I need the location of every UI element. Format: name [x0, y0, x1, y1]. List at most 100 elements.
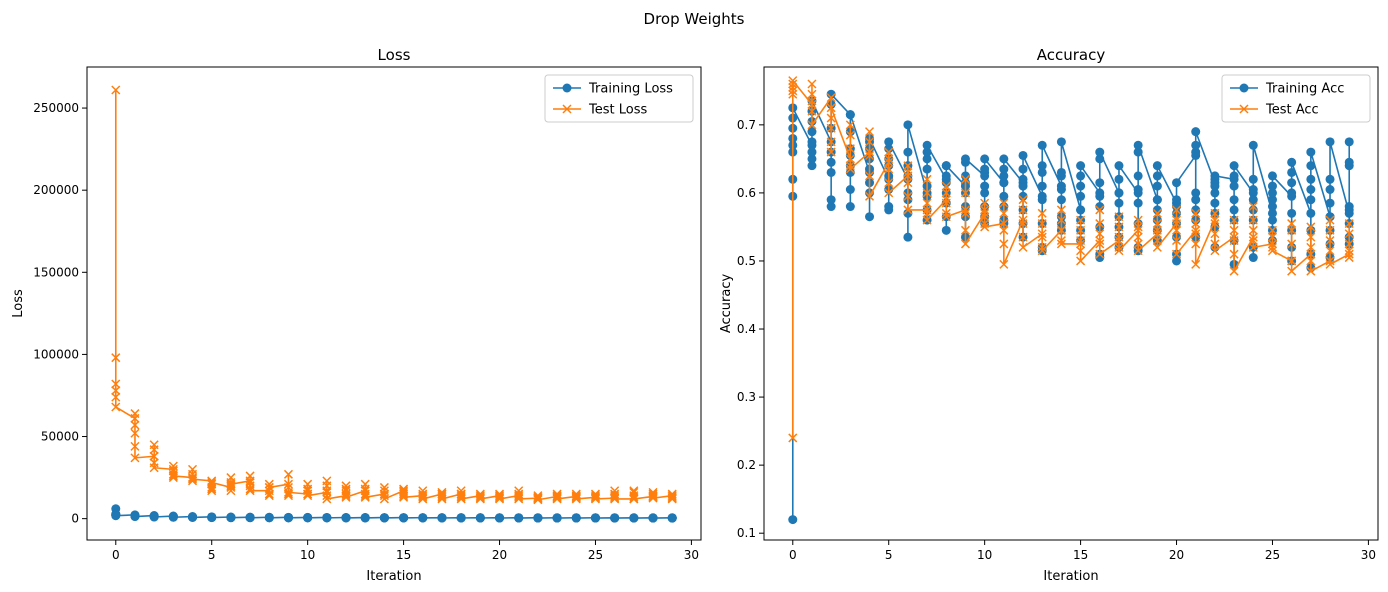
data-point [903, 208, 913, 218]
legend-label: Test Acc [1265, 103, 1319, 118]
data-point [629, 492, 639, 502]
data-point [980, 208, 990, 218]
data-point [456, 491, 466, 501]
data-point [168, 469, 178, 479]
x-tick-label: 10 [300, 548, 315, 562]
data-point [999, 208, 1009, 218]
data-point [1325, 259, 1335, 269]
data-point [149, 512, 159, 522]
data-point [1325, 215, 1335, 225]
data-point [1018, 219, 1028, 229]
data-point [207, 476, 217, 486]
legend-label: Test Loss [588, 103, 647, 118]
data-point [130, 453, 140, 463]
plot-area [788, 76, 1354, 525]
data-point [341, 513, 351, 523]
data-point [1076, 171, 1086, 181]
data-point [1076, 191, 1086, 201]
data-point [903, 178, 913, 188]
data-point [514, 492, 524, 502]
data-point [1210, 198, 1220, 208]
data-point [1325, 256, 1335, 266]
data-point [1306, 208, 1316, 218]
data-point [207, 484, 217, 494]
data-point [303, 491, 313, 501]
data-point [1267, 181, 1277, 191]
x-tick-label: 0 [112, 548, 120, 562]
data-point [922, 208, 932, 218]
data-point [399, 492, 409, 502]
data-point [1056, 225, 1066, 235]
data-point [922, 215, 932, 225]
data-point [111, 386, 121, 396]
data-point [1344, 246, 1354, 256]
data-point [884, 164, 894, 174]
data-point [1095, 205, 1105, 215]
data-point [207, 477, 217, 488]
data-point [533, 491, 543, 501]
data-point [1152, 181, 1162, 191]
data-point [1229, 215, 1239, 225]
data-point [1171, 225, 1182, 235]
legend: Training Acc Test Acc [1221, 74, 1371, 123]
data-point [980, 154, 990, 164]
data-point [533, 495, 543, 505]
data-point [111, 392, 121, 402]
data-point [1248, 215, 1258, 225]
data-point [1306, 222, 1316, 232]
data-point [826, 89, 836, 99]
data-point [590, 494, 600, 504]
data-point [648, 513, 658, 523]
data-point [322, 491, 332, 501]
data-point [667, 491, 677, 501]
data-point [941, 212, 951, 222]
data-point [999, 171, 1009, 181]
data-point [1325, 236, 1335, 246]
data-point [922, 147, 932, 157]
data-point [283, 489, 293, 499]
data-point [475, 494, 485, 504]
data-point [1018, 174, 1028, 184]
data-point [379, 494, 389, 504]
data-point [1248, 253, 1258, 263]
data-point [826, 202, 836, 212]
data-point [1133, 147, 1143, 157]
data-point [1152, 171, 1162, 181]
data-point [865, 171, 875, 181]
data-point [980, 205, 990, 215]
data-point [1076, 215, 1086, 225]
data-point [1287, 239, 1297, 249]
data-point [437, 491, 447, 501]
data-point [1056, 205, 1066, 215]
legend-box [1221, 74, 1371, 123]
legend-marker [562, 83, 572, 93]
data-point [514, 513, 524, 523]
data-point [1133, 185, 1143, 195]
data-point [111, 379, 121, 389]
data-point [845, 167, 855, 177]
data-point [418, 492, 428, 502]
data-point [399, 489, 409, 499]
data-point [168, 512, 178, 522]
data-point [903, 191, 913, 201]
data-point [1076, 225, 1086, 235]
data-point [1306, 161, 1316, 171]
data-point [1344, 219, 1354, 229]
data-point [884, 137, 894, 147]
data-point [999, 154, 1009, 164]
data-point [1248, 242, 1258, 252]
data-point [1306, 147, 1316, 157]
data-point [980, 164, 990, 174]
data-point [960, 154, 970, 164]
data-point [980, 212, 990, 222]
data-point [1267, 225, 1278, 235]
data-point [1018, 215, 1028, 225]
axes-frame [86, 66, 702, 541]
data-point [788, 82, 798, 92]
data-point [1229, 249, 1239, 259]
x-tick-label: 25 [588, 548, 603, 562]
chart-title: Loss [378, 46, 411, 64]
data-point [610, 513, 620, 523]
data-point [1037, 232, 1047, 242]
data-point [418, 491, 428, 501]
